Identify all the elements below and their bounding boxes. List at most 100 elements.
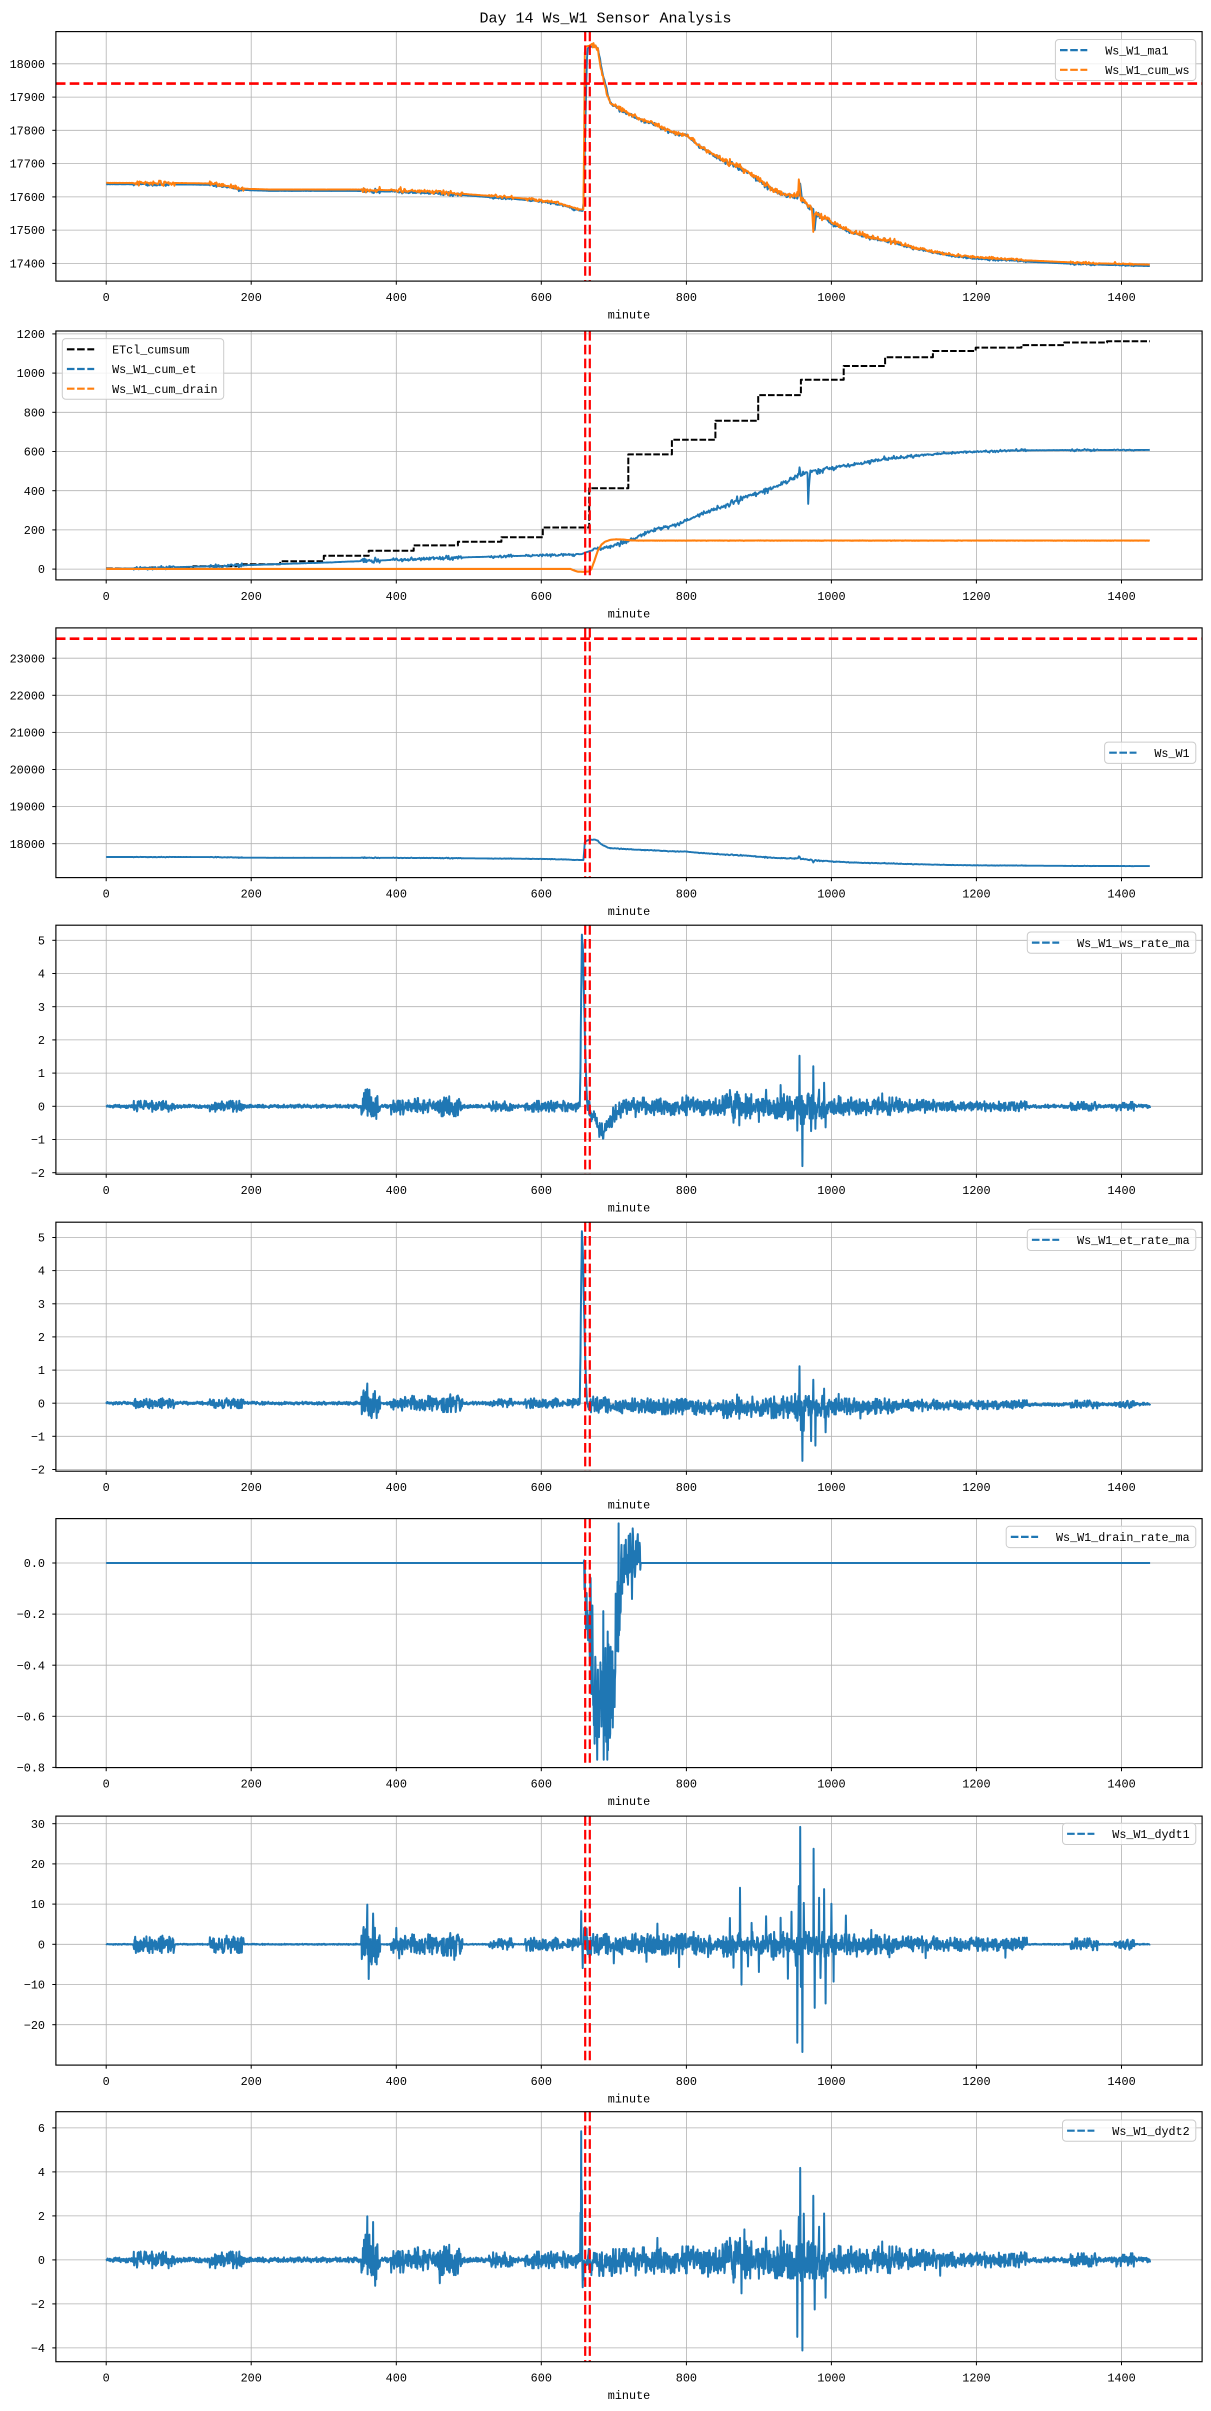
svg-text:1400: 1400 xyxy=(1107,1481,1135,1495)
svg-text:20: 20 xyxy=(31,1858,45,1872)
svg-text:600: 600 xyxy=(531,888,552,902)
svg-text:1400: 1400 xyxy=(1107,590,1135,604)
svg-text:1400: 1400 xyxy=(1107,888,1135,902)
svg-text:1200: 1200 xyxy=(962,1184,990,1198)
svg-text:600: 600 xyxy=(531,291,552,305)
svg-text:Ws_W1_ma1: Ws_W1_ma1 xyxy=(1105,44,1168,58)
svg-text:−2: −2 xyxy=(31,1167,45,1181)
svg-text:−1: −1 xyxy=(31,1134,45,1148)
svg-text:−0.8: −0.8 xyxy=(17,1762,45,1776)
svg-text:600: 600 xyxy=(531,2372,552,2386)
svg-text:600: 600 xyxy=(531,1481,552,1495)
svg-text:0: 0 xyxy=(103,590,110,604)
svg-text:19000: 19000 xyxy=(10,801,45,815)
svg-text:1200: 1200 xyxy=(962,2372,990,2386)
svg-text:2: 2 xyxy=(38,1034,45,1048)
svg-text:400: 400 xyxy=(386,590,407,604)
svg-text:−20: −20 xyxy=(24,2019,45,2033)
svg-text:−0.4: −0.4 xyxy=(17,1659,45,1673)
svg-text:200: 200 xyxy=(241,2075,262,2089)
svg-text:600: 600 xyxy=(531,1184,552,1198)
svg-text:Ws_W1_dydt1: Ws_W1_dydt1 xyxy=(1112,1828,1189,1842)
svg-text:0: 0 xyxy=(103,1184,110,1198)
svg-text:10: 10 xyxy=(31,1898,45,1912)
svg-text:4: 4 xyxy=(38,968,45,982)
svg-text:400: 400 xyxy=(386,2372,407,2386)
svg-text:1200: 1200 xyxy=(962,1778,990,1792)
svg-text:400: 400 xyxy=(386,2075,407,2089)
svg-text:400: 400 xyxy=(24,485,45,499)
svg-text:−4: −4 xyxy=(31,2342,45,2356)
svg-text:200: 200 xyxy=(241,1184,262,1198)
svg-text:1000: 1000 xyxy=(817,1778,845,1792)
svg-text:800: 800 xyxy=(676,590,697,604)
svg-text:−1: −1 xyxy=(31,1430,45,1444)
svg-text:1200: 1200 xyxy=(962,291,990,305)
svg-text:Ws_W1_cum_drain: Ws_W1_cum_drain xyxy=(112,383,218,397)
svg-text:Ws_W1: Ws_W1 xyxy=(1154,747,1189,761)
svg-text:200: 200 xyxy=(241,2372,262,2386)
svg-text:600: 600 xyxy=(531,1778,552,1792)
svg-text:17600: 17600 xyxy=(10,191,45,205)
svg-text:−0.2: −0.2 xyxy=(17,1608,45,1622)
svg-text:3: 3 xyxy=(38,1298,45,1312)
svg-text:800: 800 xyxy=(24,406,45,420)
svg-text:Ws_W1_cum_et: Ws_W1_cum_et xyxy=(112,363,196,377)
svg-text:5: 5 xyxy=(38,934,45,948)
svg-text:1400: 1400 xyxy=(1107,1184,1135,1198)
svg-text:400: 400 xyxy=(386,291,407,305)
svg-text:0: 0 xyxy=(103,291,110,305)
svg-text:1: 1 xyxy=(38,1067,45,1081)
svg-text:1000: 1000 xyxy=(17,367,45,381)
svg-text:1400: 1400 xyxy=(1107,291,1135,305)
svg-text:1000: 1000 xyxy=(817,291,845,305)
svg-text:minute: minute xyxy=(608,2093,650,2107)
svg-text:800: 800 xyxy=(676,1778,697,1792)
svg-text:200: 200 xyxy=(241,1778,262,1792)
svg-text:Ws_W1_et_rate_ma: Ws_W1_et_rate_ma xyxy=(1077,1234,1190,1248)
svg-text:400: 400 xyxy=(386,888,407,902)
svg-text:Day 14 Ws_W1 Sensor Analysis: Day 14 Ws_W1 Sensor Analysis xyxy=(479,10,731,27)
svg-text:17800: 17800 xyxy=(10,124,45,138)
svg-text:1400: 1400 xyxy=(1107,2075,1135,2089)
svg-text:minute: minute xyxy=(608,1202,650,1216)
svg-text:600: 600 xyxy=(531,590,552,604)
svg-text:1200: 1200 xyxy=(17,328,45,342)
svg-text:0: 0 xyxy=(103,1778,110,1792)
svg-text:17900: 17900 xyxy=(10,91,45,105)
svg-text:Ws_W1_dydt2: Ws_W1_dydt2 xyxy=(1112,2125,1189,2139)
svg-text:−2: −2 xyxy=(31,2298,45,2312)
svg-text:400: 400 xyxy=(386,1481,407,1495)
svg-text:1000: 1000 xyxy=(817,590,845,604)
svg-text:Ws_W1_cum_ws: Ws_W1_cum_ws xyxy=(1105,64,1189,78)
svg-text:Ws_W1_ws_rate_ma: Ws_W1_ws_rate_ma xyxy=(1077,937,1190,951)
svg-text:2: 2 xyxy=(38,1331,45,1345)
svg-text:800: 800 xyxy=(676,291,697,305)
svg-text:0: 0 xyxy=(103,2075,110,2089)
svg-text:800: 800 xyxy=(676,888,697,902)
svg-text:1000: 1000 xyxy=(817,1481,845,1495)
svg-text:0: 0 xyxy=(38,1938,45,1952)
svg-text:1000: 1000 xyxy=(817,1184,845,1198)
svg-text:ETcl_cumsum: ETcl_cumsum xyxy=(112,343,189,357)
svg-text:200: 200 xyxy=(241,590,262,604)
svg-text:400: 400 xyxy=(386,1184,407,1198)
svg-text:30: 30 xyxy=(31,1818,45,1832)
svg-text:200: 200 xyxy=(241,291,262,305)
svg-text:minute: minute xyxy=(608,905,650,919)
svg-text:1400: 1400 xyxy=(1107,2372,1135,2386)
svg-text:minute: minute xyxy=(608,2389,650,2403)
svg-text:21000: 21000 xyxy=(10,727,45,741)
svg-text:400: 400 xyxy=(386,1778,407,1792)
svg-text:4: 4 xyxy=(38,2166,45,2180)
svg-text:1200: 1200 xyxy=(962,1481,990,1495)
svg-text:Ws_W1_drain_rate_ma: Ws_W1_drain_rate_ma xyxy=(1056,1531,1190,1545)
svg-text:17500: 17500 xyxy=(10,224,45,238)
svg-text:17700: 17700 xyxy=(10,158,45,172)
svg-text:0: 0 xyxy=(103,2372,110,2386)
svg-text:0: 0 xyxy=(103,1481,110,1495)
svg-text:0: 0 xyxy=(38,1100,45,1114)
svg-text:1000: 1000 xyxy=(817,2372,845,2386)
svg-text:4: 4 xyxy=(38,1265,45,1279)
svg-text:1000: 1000 xyxy=(817,2075,845,2089)
